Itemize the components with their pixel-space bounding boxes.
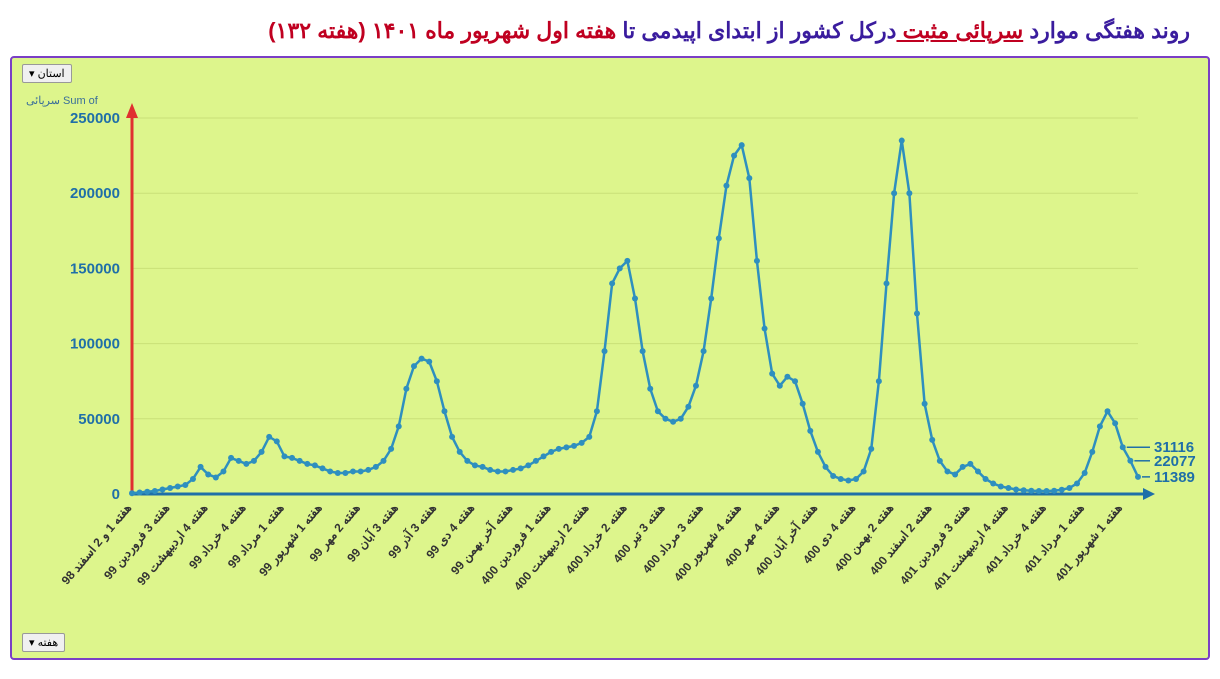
svg-text:هفته 1 و 2 اسفند 98: هفته 1 و 2 اسفند 98: [59, 501, 135, 588]
province-filter-button[interactable]: استان ▾: [22, 64, 72, 83]
chart-container: استان ▾ Sum of سرپائی 0 50000 100000 150000…: [10, 56, 1210, 660]
title-p1: روند هفتگی موارد: [1023, 18, 1190, 43]
svg-text:هفته 1 شهریور 401: هفته 1 شهریور 401: [1052, 501, 1126, 585]
title-p5: (هفته ۱۳۲): [268, 18, 365, 43]
svg-text:هفته 3 فروردین 99: هفته 3 فروردین 99: [101, 501, 173, 583]
title-p4: هفته اول شهریور ماه ۱۴۰۱: [366, 18, 617, 43]
title-p3: درکل کشور از ابتدای اپیدمی تا: [616, 18, 896, 43]
svg-text:11389: 11389: [1154, 469, 1195, 486]
svg-text:250000: 250000: [70, 110, 120, 127]
svg-text:هفته 4 شهریور 400: هفته 4 شهریور 400: [671, 501, 745, 585]
svg-text:هفته 1 فروردین 400: هفته 1 فروردین 400: [478, 501, 554, 588]
svg-text:150000: 150000: [70, 260, 120, 277]
svg-text:50000: 50000: [78, 411, 120, 428]
line-chart: 0 50000 100000 150000 200000 250000 هفته 1 و 2…: [12, 58, 1208, 654]
title-p2: سرپائی مثبت: [896, 18, 1023, 43]
svg-text:هفته 4 اردیبهشت 99: هفته 4 اردیبهشت 99: [134, 501, 211, 589]
sum-of-label: Sum of سرپائی: [26, 94, 98, 107]
svg-text:0: 0: [112, 486, 120, 503]
svg-text:هفته 3 فروردین 401: هفته 3 فروردین 401: [897, 501, 973, 588]
svg-text:100000: 100000: [70, 336, 120, 353]
svg-text:200000: 200000: [70, 185, 120, 202]
week-filter-button[interactable]: هفته ▾: [22, 633, 65, 652]
svg-text:22077: 22077: [1154, 453, 1196, 470]
chart-title: روند هفتگی موارد سرپائی مثبت درکل کشور ا…: [10, 10, 1210, 56]
